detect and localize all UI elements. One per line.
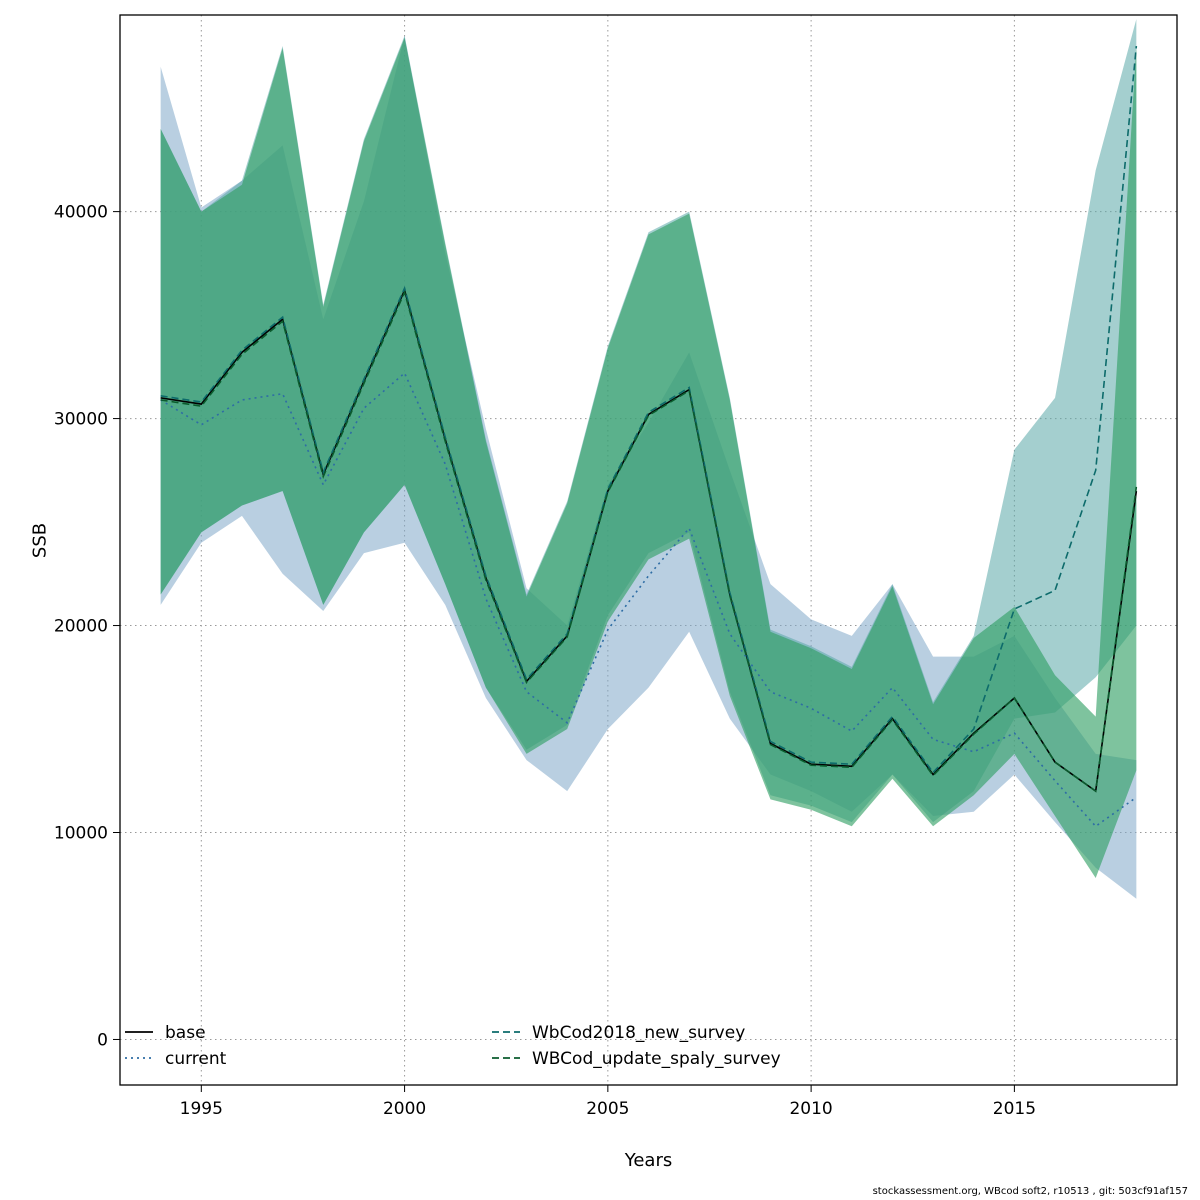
legend-label-WbCod2018_new_survey: WbCod2018_new_survey: [532, 1023, 745, 1043]
plot-border: [119, 14, 1178, 1086]
x-tick-label: 2000: [383, 1099, 426, 1119]
y-tick-label: 30000: [54, 410, 108, 430]
legend-label-WBCod_update_spaly_survey: WBCod_update_spaly_survey: [532, 1049, 781, 1069]
y-tick-label: 10000: [54, 824, 108, 844]
WBCod_update_spaly_survey-line: [160, 289, 1138, 793]
legend-label-current: current: [165, 1049, 227, 1069]
x-tick-label: 2015: [993, 1099, 1036, 1119]
WBCod_update_spaly_survey-confidence-band: [160, 37, 1137, 879]
x-axis-title: Years: [624, 1150, 673, 1171]
x-tick-label: 2005: [586, 1099, 629, 1119]
y-axis-title: SSB: [29, 522, 51, 559]
y-tick-label: 20000: [54, 617, 108, 637]
source-attribution: stockassessment.org, WBcod soft2, r10513…: [872, 1186, 1188, 1197]
y-tick-label: 40000: [54, 203, 108, 223]
x-tick-label: 1995: [180, 1099, 223, 1119]
legend-label-base: base: [165, 1023, 206, 1043]
WbCod2018_new_survey-line: [160, 45, 1138, 774]
y-tick-label: 0: [97, 1030, 108, 1050]
x-tick-label: 2010: [789, 1099, 832, 1119]
